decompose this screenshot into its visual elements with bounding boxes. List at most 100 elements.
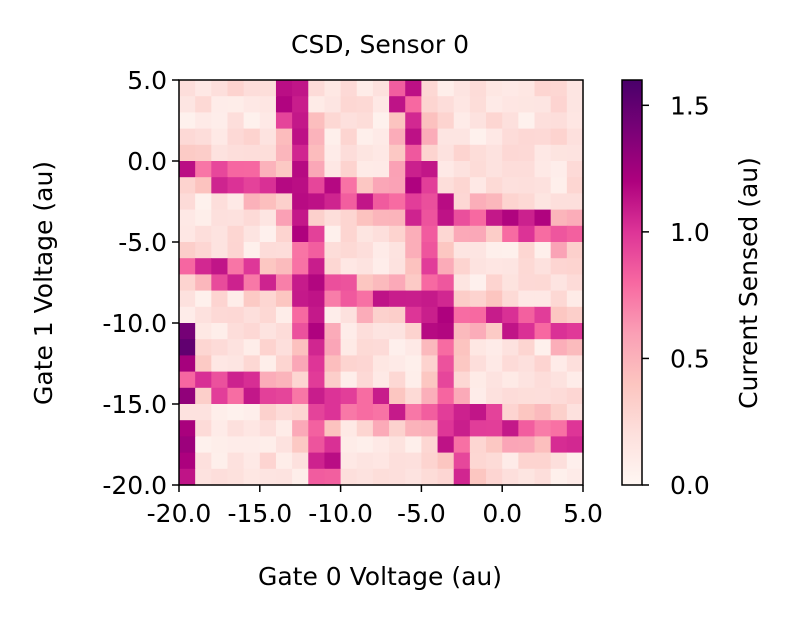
heatmap-cell: [550, 323, 568, 340]
heatmap-cell: [405, 112, 422, 130]
heatmap-cell: [469, 177, 487, 194]
heatmap-cell: [324, 161, 342, 178]
heatmap-cell: [550, 144, 568, 162]
heatmap-cell: [518, 128, 536, 146]
heatmap-cell: [227, 144, 245, 162]
heatmap-cell: [195, 177, 212, 194]
heatmap-cell: [275, 144, 293, 162]
plot-frame: [178, 79, 584, 486]
heatmap-cell: [469, 436, 487, 454]
heatmap-cell: [324, 225, 342, 243]
heatmap-cell: [292, 161, 309, 178]
heatmap-cell: [211, 225, 229, 243]
heatmap-cell: [372, 290, 390, 308]
heatmap-cell: [534, 274, 552, 292]
heatmap-cell: [211, 80, 229, 97]
heatmap-cell: [469, 242, 487, 259]
heatmap-cell: [292, 258, 309, 275]
heatmap-cell: [308, 404, 326, 421]
heatmap-cell: [195, 193, 212, 211]
heatmap-cell: [195, 355, 212, 373]
heatmap-cell: [486, 339, 503, 356]
heatmap-cell: [566, 225, 584, 243]
heatmap-cell: [292, 371, 309, 389]
heatmap-cell: [550, 436, 568, 454]
heatmap-cell: [518, 468, 536, 486]
heatmap-cell: [340, 339, 358, 356]
heatmap-cell: [566, 436, 584, 454]
heatmap-cell: [308, 80, 326, 97]
heatmap-cell: [243, 468, 261, 486]
heatmap-cell: [227, 339, 245, 356]
heatmap-cell: [421, 274, 439, 292]
heatmap-cell: [227, 387, 245, 405]
heatmap-cell: [195, 144, 212, 162]
heatmap-cell: [308, 161, 326, 178]
heatmap-cell: [550, 420, 568, 437]
heatmap-cell: [259, 242, 277, 259]
heatmap-cell: [534, 144, 552, 162]
heatmap-cell: [372, 274, 390, 292]
heatmap-cell: [275, 112, 293, 130]
heatmap-cell: [566, 371, 584, 389]
heatmap-cell: [275, 339, 293, 356]
heatmap-cell: [292, 468, 309, 486]
heatmap-cell: [550, 193, 568, 211]
heatmap-cell: [550, 355, 568, 373]
colorbar-tick-label: 0.0: [670, 471, 710, 500]
heatmap-cell: [437, 80, 455, 97]
heatmap-cell: [195, 290, 212, 308]
heatmap-cell: [195, 274, 212, 292]
heatmap-cell: [372, 468, 390, 486]
heatmap-cell: [486, 258, 503, 275]
heatmap-cell: [502, 323, 519, 340]
heatmap-cell: [324, 452, 342, 470]
heatmap-cell: [308, 242, 326, 259]
heatmap-cell: [211, 452, 229, 470]
heatmap-cell: [179, 258, 196, 275]
heatmap-cell: [453, 177, 471, 194]
x-tick-label: -10.0: [308, 499, 373, 528]
heatmap-cell: [469, 323, 487, 340]
heatmap-cell: [566, 323, 584, 340]
heatmap-cell: [453, 80, 471, 97]
heatmap-cell: [324, 274, 342, 292]
y-axis: 5.0 0.0 -5.0 -10.0 -15.0 -20.0: [102, 66, 179, 500]
heatmap-cell: [179, 209, 196, 227]
heatmap-cell: [340, 209, 358, 227]
heatmap-cell: [502, 274, 519, 292]
heatmap-cell: [324, 371, 342, 389]
heatmap-cell: [486, 420, 503, 437]
heatmap-cell: [486, 144, 503, 162]
heatmap-cell: [566, 306, 584, 324]
heatmap-cell: [372, 193, 390, 211]
heatmap-cell: [550, 242, 568, 259]
heatmap-cell: [405, 242, 422, 259]
colorbar-label: Current Sensed (au): [734, 157, 763, 409]
heatmap-cell: [453, 193, 471, 211]
heatmap-cell: [421, 355, 439, 373]
heatmap-cell: [308, 144, 326, 162]
heatmap-cell: [389, 177, 406, 194]
heatmap-cell: [292, 323, 309, 340]
heatmap-cell: [356, 355, 374, 373]
heatmap-cell: [227, 420, 245, 437]
heatmap-cell: [405, 436, 422, 454]
heatmap-cell: [534, 371, 552, 389]
heatmap-cell: [534, 420, 552, 437]
heatmap-cell: [502, 161, 519, 178]
heatmap-cell: [292, 420, 309, 437]
heatmap-cell: [195, 436, 212, 454]
heatmap-cell: [469, 339, 487, 356]
heatmap-cell: [518, 225, 536, 243]
heatmap-cell: [550, 339, 568, 356]
heatmap-cell: [486, 452, 503, 470]
heatmap-cell: [389, 258, 406, 275]
heatmap-cell: [550, 468, 568, 486]
heatmap-cell: [324, 242, 342, 259]
heatmap-cell: [195, 339, 212, 356]
heatmap-cell: [389, 96, 406, 113]
heatmap-cell: [421, 323, 439, 340]
heatmap-cell: [421, 290, 439, 308]
